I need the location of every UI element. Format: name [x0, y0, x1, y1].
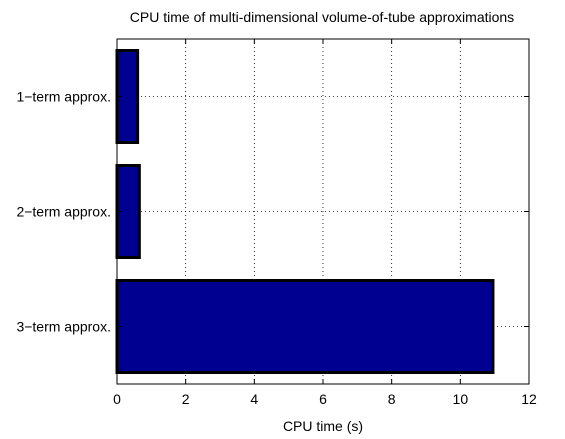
category-label: 2−term approx. — [16, 204, 111, 220]
category-label: 1−term approx. — [16, 89, 111, 105]
category-label: 3−term approx. — [16, 319, 111, 335]
category-labels: 1−term approx. 2−term approx. 3−term appro… — [16, 89, 111, 335]
chart-title: CPU time of multi-dimensional volume-of-… — [130, 9, 514, 25]
x-tick-label: 8 — [388, 391, 396, 407]
x-tick-label: 0 — [113, 391, 121, 407]
x-tick-label: 12 — [521, 391, 537, 407]
x-tick-label: 2 — [182, 391, 190, 407]
bar — [117, 281, 493, 373]
x-tick-label: 4 — [250, 391, 258, 407]
x-tick-label: 10 — [453, 391, 469, 407]
x-tick-label: 6 — [319, 391, 327, 407]
x-tick-labels: 0 2 4 6 8 10 12 — [113, 391, 537, 407]
x-axis-label: CPU time (s) — [283, 418, 363, 434]
